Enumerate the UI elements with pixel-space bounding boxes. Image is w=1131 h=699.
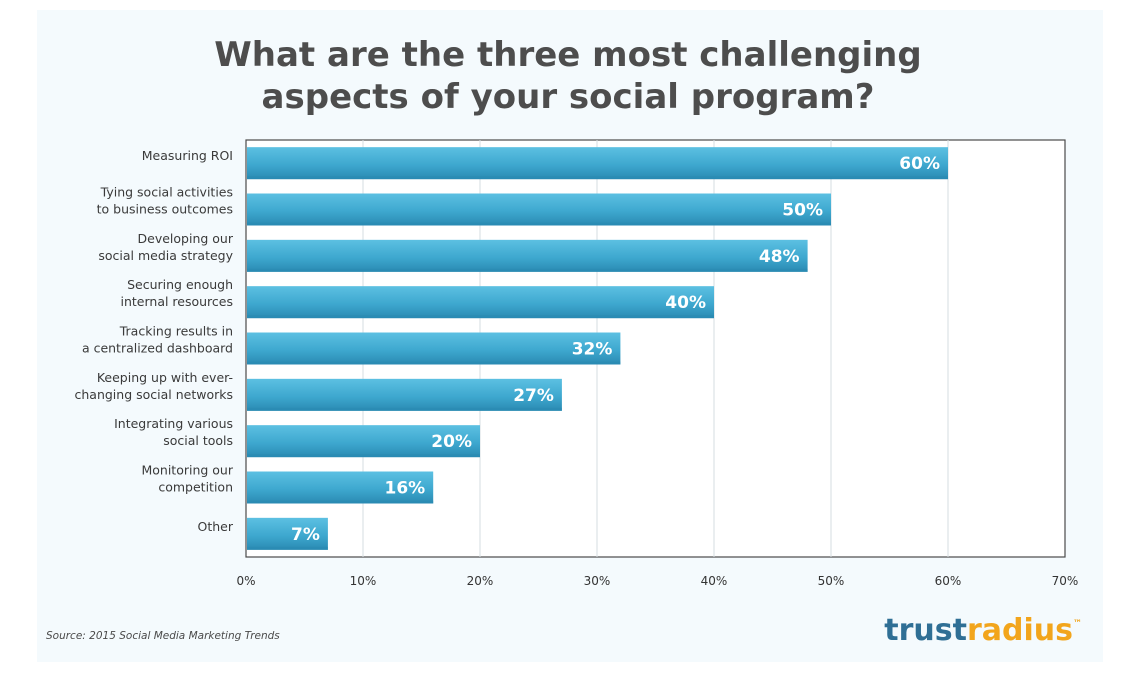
bar-shadow [247, 176, 948, 180]
bar [247, 239, 808, 272]
category-label: Monitoring our [141, 463, 233, 478]
category-label: Other [198, 519, 234, 534]
category-label: to business outcomes [97, 202, 233, 217]
category-label: changing social networks [74, 387, 233, 402]
chart-title-line-2: aspects of your social program? [262, 77, 875, 117]
bar-value-label: 16% [384, 479, 425, 499]
logo-part-trust: trust [884, 613, 967, 648]
bar-shadow [247, 268, 808, 272]
bar-value-label: 27% [513, 386, 554, 406]
bar-value-label: 40% [665, 293, 706, 313]
x-tick-label: 30% [584, 574, 611, 588]
chart-title: What are the three most challenging aspe… [214, 35, 921, 117]
chart-title-line-1: What are the three most challenging [214, 35, 921, 75]
x-tick-label: 60% [935, 574, 962, 588]
x-tick-label: 70% [1052, 574, 1079, 588]
category-label: internal resources [120, 294, 233, 309]
bar-value-label: 60% [899, 154, 940, 174]
bar [247, 378, 562, 411]
bar-shadow [247, 546, 328, 550]
bar [247, 147, 948, 180]
bar [247, 286, 714, 319]
category-label: a centralized dashboard [82, 341, 233, 356]
bar [247, 471, 434, 504]
bar-value-label: 7% [291, 525, 320, 545]
logo-part-radius: radius [967, 613, 1073, 648]
trademark-mark: ™ [1073, 619, 1082, 629]
bar [247, 517, 328, 550]
bars: 60% 50% 48% 40% 32% 27% 20% 16% 7% [247, 147, 948, 550]
bar-shadow [247, 315, 714, 319]
bar-value-label: 50% [782, 201, 823, 221]
category-label: Measuring ROI [142, 148, 233, 163]
bar [247, 193, 831, 226]
category-label: Developing our [138, 231, 234, 246]
category-label: Securing enough [127, 277, 233, 292]
bar-shadow [247, 407, 562, 411]
category-label: social media strategy [98, 248, 233, 263]
chart-card: What are the three most challenging aspe… [37, 10, 1103, 662]
category-labels: Measuring ROI Tying social activities to b… [74, 148, 233, 534]
bar-shadow [247, 500, 434, 504]
bar-chart: What are the three most challenging aspe… [46, 35, 1082, 648]
bar-value-label: 20% [431, 432, 472, 452]
bar-value-label: 32% [572, 340, 613, 360]
trustradius-logo: trustradius™ [884, 613, 1082, 648]
category-label: Integrating various [114, 416, 233, 431]
x-tick-label: 0% [236, 574, 255, 588]
x-tick-label: 50% [818, 574, 845, 588]
category-label: social tools [163, 433, 233, 448]
category-label: Tracking results in [119, 324, 233, 339]
x-tick-label: 40% [701, 574, 728, 588]
category-label: Tying social activities [100, 185, 233, 200]
x-tick-label: 10% [350, 574, 377, 588]
x-tick-label: 20% [467, 574, 494, 588]
bar [247, 332, 621, 365]
bar-value-label: 48% [759, 247, 800, 267]
bar-shadow [247, 454, 480, 458]
bar-shadow [247, 361, 621, 365]
bar [247, 425, 480, 458]
bar-shadow [247, 222, 831, 226]
x-axis-ticks: 0% 10% 20% 30% 40% 50% 60% 70% [236, 574, 1078, 588]
category-label: competition [158, 480, 233, 495]
category-label: Keeping up with ever- [97, 370, 233, 385]
source-note: Source: 2015 Social Media Marketing Tren… [46, 630, 280, 642]
